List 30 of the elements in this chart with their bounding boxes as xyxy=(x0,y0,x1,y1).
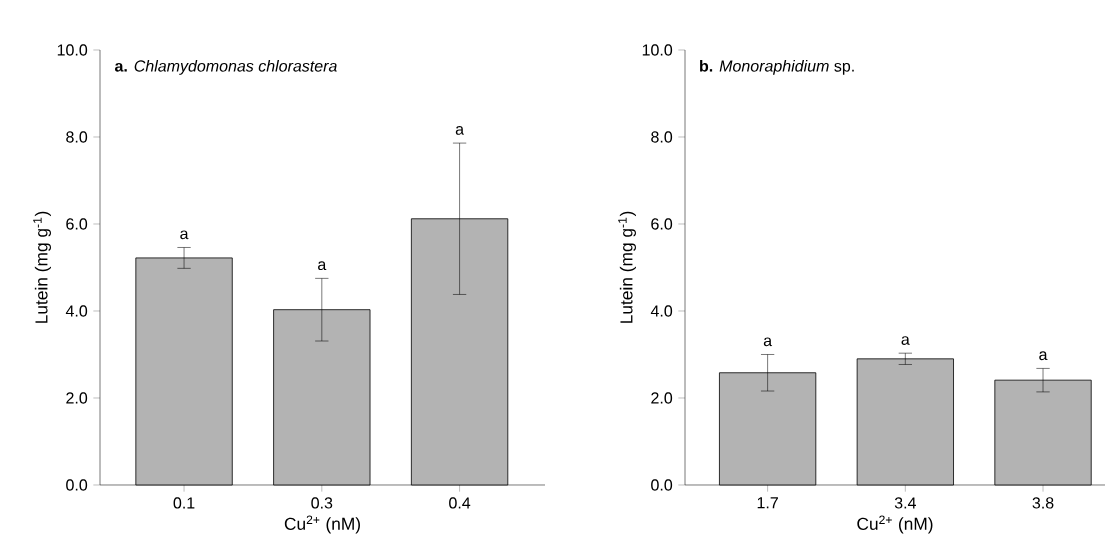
y-tick-label: 2.0 xyxy=(66,392,88,404)
annotation: a xyxy=(901,336,910,345)
y-tick-label: 2.0 xyxy=(651,392,673,404)
annotation: a xyxy=(318,261,327,271)
x-axis-title: Cu$^{2+}$ (nM) xyxy=(284,515,360,534)
text: b. Monoraphidium sp. xyxy=(700,59,854,75)
x-tick-label: 1.7 xyxy=(757,497,778,509)
y-tick-label: 8.0 xyxy=(651,131,673,143)
x-tick-label: 3.8 xyxy=(1032,497,1054,509)
x-tick-label: 0.4 xyxy=(449,497,471,509)
text: a. Chlamydomonas chlorastera xyxy=(114,59,337,75)
y-tick-label: 4.0 xyxy=(650,305,673,317)
y-tick-label: 0.0 xyxy=(66,479,88,491)
y-tick-label: 6.0 xyxy=(66,218,88,230)
y-tick-label: 4.0 xyxy=(65,305,88,317)
y-tick-label: 10.0 xyxy=(57,44,88,56)
y-tick-label: 10.0 xyxy=(642,44,673,56)
y-tick-label: 8.0 xyxy=(66,131,88,143)
y-tick-label: 0.0 xyxy=(651,479,673,491)
annotation: a xyxy=(1039,351,1048,361)
x-tick-label: 0.3 xyxy=(311,497,333,509)
y-axis-title: Lutein (mg g$^{-1}$) xyxy=(618,211,636,323)
annotation: a xyxy=(763,337,773,347)
x-tick-label: 3.4 xyxy=(894,497,916,509)
y-axis-title: Lutein (mg g$^{-1}$) xyxy=(33,211,52,323)
x-axis-title: Cu$^{2+}$ (nM) xyxy=(857,515,933,534)
x-tick-label: 0.1 xyxy=(173,497,195,509)
annotation: a xyxy=(180,230,189,240)
annotation: a xyxy=(455,126,465,135)
y-tick-label: 6.0 xyxy=(651,218,673,230)
